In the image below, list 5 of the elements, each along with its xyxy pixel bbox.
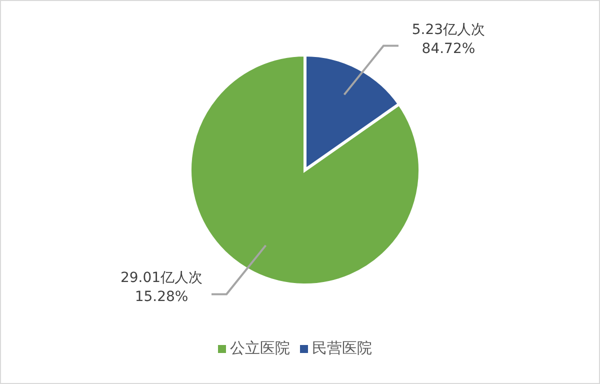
legend-label: 民营医院 — [312, 339, 372, 357]
legend-label: 公立医院 — [230, 339, 290, 357]
data-label: 29.01亿人次 15.28% — [120, 270, 203, 306]
data-label: 5.23亿人次 84.72% — [412, 22, 486, 57]
pie-slice — [188, 54, 422, 286]
